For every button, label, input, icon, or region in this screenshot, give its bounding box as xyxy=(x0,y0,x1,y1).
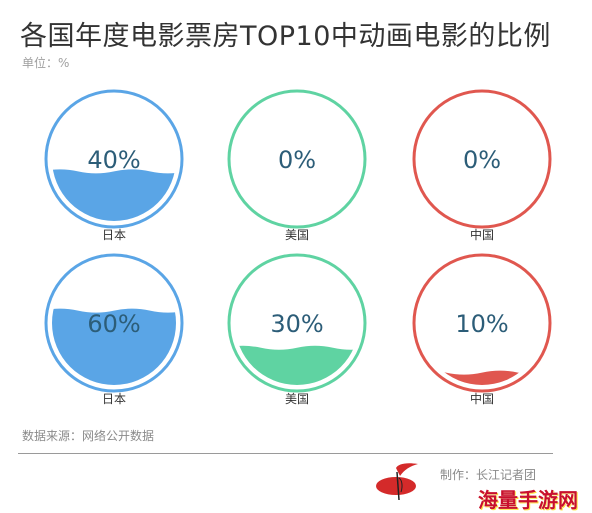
gauge-ring-1-0 xyxy=(44,253,184,393)
gauge-value-0-1: 0% xyxy=(278,146,316,174)
gauge-label-0-0: 日本 xyxy=(102,228,126,242)
gauge-value-1-2: 10% xyxy=(455,310,508,338)
gauge-ring-0-2 xyxy=(412,89,552,229)
gauge-value-1-0: 60% xyxy=(87,310,140,338)
gauge-value-1-1: 30% xyxy=(270,310,323,338)
footer-divider xyxy=(18,453,553,454)
gauge-ring-1-2 xyxy=(412,253,552,393)
gauge-fill-0-0 xyxy=(52,169,176,221)
watermark: 海量手游网 xyxy=(478,488,578,512)
gauge-fill-1-2 xyxy=(420,370,544,385)
chart-title: 各国年度电影票房TOP10中动画电影的比例 xyxy=(20,21,551,52)
gauge-ring-1-1 xyxy=(227,253,367,393)
gauge-ring-0-1 xyxy=(227,89,367,229)
gauge-label-0-2: 中国 xyxy=(470,227,494,242)
gauge-label-1-2: 中国 xyxy=(470,391,494,406)
gauge-label-0-1: 美国 xyxy=(285,228,309,242)
gauge-value-0-2: 0% xyxy=(463,146,501,174)
gauge-label-1-1: 美国 xyxy=(285,392,309,406)
gauge-label-1-0: 日本 xyxy=(102,392,126,406)
publisher-logo xyxy=(376,463,418,501)
gauge-fill-1-0 xyxy=(52,308,176,385)
credit-text: 制作：长江记者团 xyxy=(440,468,537,482)
gauge-value-0-0: 40% xyxy=(87,146,140,174)
unit-label: 单位：% xyxy=(22,56,70,70)
data-source: 数据来源：网络公开数据 xyxy=(22,429,155,443)
gauge-ring-0-0 xyxy=(44,89,184,229)
